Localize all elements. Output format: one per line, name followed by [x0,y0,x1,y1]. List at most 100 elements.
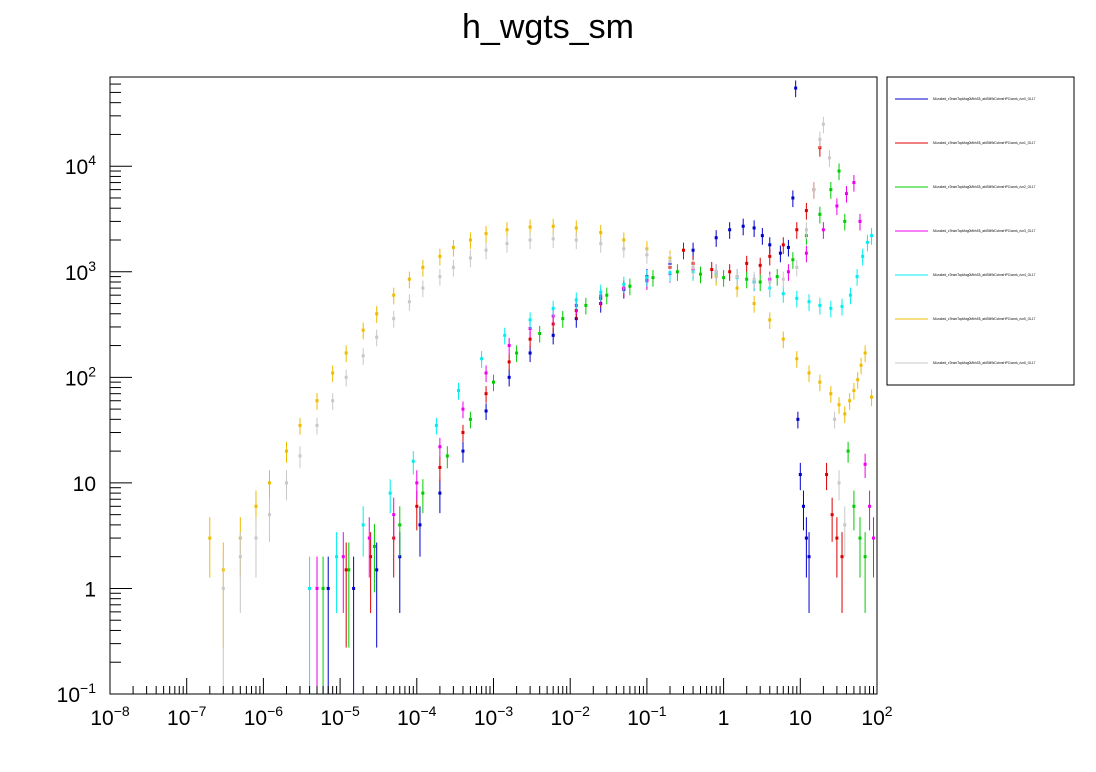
data-point [795,265,799,269]
x-tick-label: 10−2 [551,703,591,730]
data-point [484,232,488,236]
data-point [221,586,225,590]
y-tick-label: 103 [65,258,96,285]
data-point [714,270,718,274]
data-point [331,371,335,375]
y-tick-label-base: 1 [84,578,96,601]
x-tick-label-exp: −1 [651,703,667,719]
data-point [574,226,578,230]
data-point [829,188,833,192]
data-point [551,306,555,310]
data-point [752,302,756,306]
data-point [699,272,703,276]
data-point [843,219,847,223]
data-point [367,536,371,540]
data-point [622,247,626,251]
data-point [484,248,488,252]
data-point [781,277,785,281]
y-tick-label-base: 10 [73,473,96,496]
data-point [528,351,532,355]
data-point [392,317,396,321]
data-point [863,462,867,466]
data-point [852,504,856,508]
data-layer [208,80,875,694]
legend-label: MLeaked_cTeamTopMag0MbhS5_abiSMWCcbnsHPC… [933,273,1036,277]
x-tick-label: 10−7 [167,703,207,730]
data-point [830,513,834,517]
data-point [451,245,455,249]
data-point [741,224,745,228]
legend-entry: MLeaked_cTeamTopMag0MbhS5_abiSMWCcbnsHPC… [895,141,1036,145]
data-point [480,357,484,361]
data-point [451,265,455,269]
data-point [503,333,507,337]
data-point [461,431,465,435]
x-tick-label: 10−5 [320,703,360,730]
data-point [758,280,762,284]
data-point [818,212,822,216]
data-point [421,286,425,290]
data-point [843,523,847,527]
data-point [335,555,339,559]
data-point [375,335,379,339]
data-point [840,304,844,308]
data-point [848,293,852,297]
x-tick-label-exp: −8 [114,703,130,719]
y-tick-label: 104 [65,152,96,179]
x-tick-label-exp: −7 [190,703,206,719]
data-point [745,261,749,265]
data-point [681,248,685,252]
data-point [768,243,772,247]
data-point [388,491,392,495]
data-point [786,270,790,274]
legend-entry: MLeaked_cTeamTopMag0MbhS5_abiSMWCcbnsHPC… [895,229,1036,233]
data-point [375,312,379,316]
data-point [528,225,532,229]
data-point [492,380,495,384]
data-point [515,351,519,355]
legend-entry: MLeaked_cTeamTopMag0MbhS5_abiSMWCcbnsHPC… [895,185,1036,189]
data-point [795,357,799,361]
data-point [863,351,867,355]
data-point [714,236,718,240]
data-point [837,481,841,485]
x-tick-label: 10−6 [244,703,284,730]
x-tick-label-base: 10 [789,707,812,730]
legend-label: MLeaked_cTeamTopMag0MbhS5_abiSMWCcbnsHPC… [933,97,1036,101]
data-point [407,277,411,281]
data-point [438,491,442,495]
data-point [794,86,798,90]
data-point [768,254,772,258]
data-point [438,465,442,469]
data-point [574,238,578,242]
x-tick-label: 1 [718,707,730,730]
data-point [507,344,511,348]
legend-label: MLeaked_cTeamTopMag0MbhS5_abiSMWCcbnsHPC… [933,141,1036,145]
data-point [852,389,856,393]
y-tick-label: 10 [73,473,96,496]
data-point [795,296,799,300]
data-point [728,228,732,232]
data-point [835,204,839,208]
series-6 [221,116,847,694]
data-point [827,156,831,160]
legend: MLeaked_cTeamTopMag0MbhS5_abiSMWCcbnsHPC… [886,76,1075,386]
y-tick-label-base: 10 [57,684,80,707]
data-point [818,303,822,307]
x-tick-label-base: 10 [397,707,420,730]
data-point [561,317,565,321]
data-point [267,481,271,485]
data-point [369,555,373,559]
x-tick-label: 10−4 [397,703,437,730]
legend-entry: MLeaked_cTeamTopMag0MbhS5_abiSMWCcbnsHPC… [895,317,1036,321]
data-point [315,586,319,590]
data-point [795,228,799,232]
data-point [398,523,402,527]
data-point [254,504,258,508]
x-tick-label: 10 [789,707,812,730]
data-point [484,392,488,396]
data-point [735,275,739,279]
data-point [392,293,396,297]
data-point [484,371,488,375]
data-point [668,271,672,275]
